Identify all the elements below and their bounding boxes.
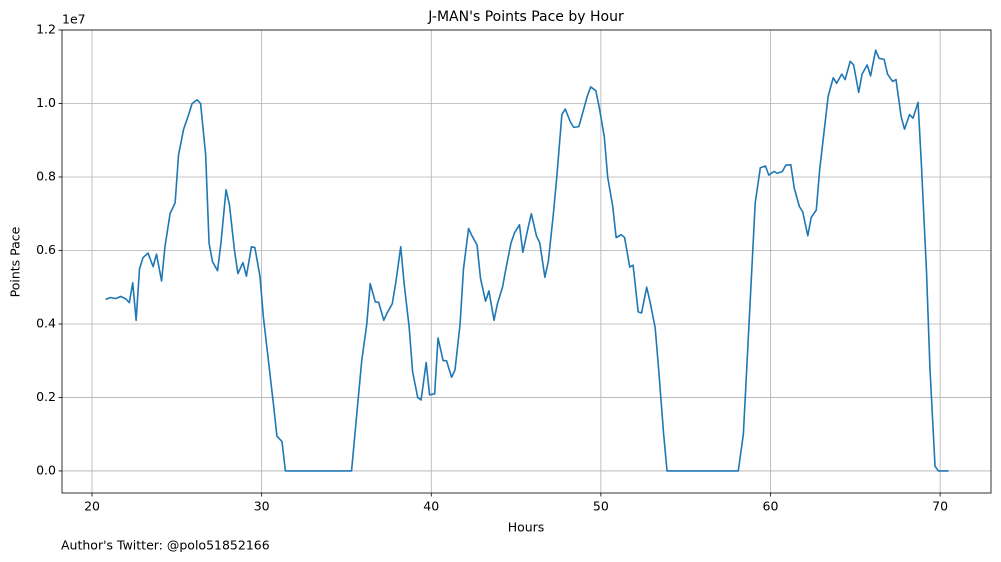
- y-tick-label: 0.8: [36, 168, 56, 183]
- x-tick-label: 20: [84, 499, 100, 514]
- y-tick-label: 0.2: [36, 389, 56, 404]
- chart-title: J-MAN's Points Pace by Hour: [427, 9, 624, 25]
- axes-frame: [61, 29, 992, 494]
- y-tick-label: 0.6: [36, 242, 56, 257]
- x-axis-label: Hours: [508, 520, 545, 535]
- x-tick-label: 40: [423, 499, 439, 514]
- x-tick-label: 70: [932, 499, 948, 514]
- x-tick-label: 30: [254, 499, 270, 514]
- y-tick-label: 0.0: [36, 462, 56, 477]
- y-tick-label: 1.2: [36, 22, 56, 37]
- grid-layer: [62, 29, 991, 493]
- y-axis-label: Points Pace: [8, 226, 23, 297]
- footnote: Author's Twitter: @polo51852166: [61, 538, 270, 553]
- y-offset-label: 1e7: [62, 12, 86, 27]
- data-line: [105, 49, 949, 472]
- x-tick-label: 60: [763, 499, 779, 514]
- y-tick-label: 0.4: [36, 315, 56, 330]
- x-tick-label: 50: [593, 499, 609, 514]
- plot-layer: [105, 49, 949, 472]
- y-tick-label: 1.0: [36, 95, 56, 110]
